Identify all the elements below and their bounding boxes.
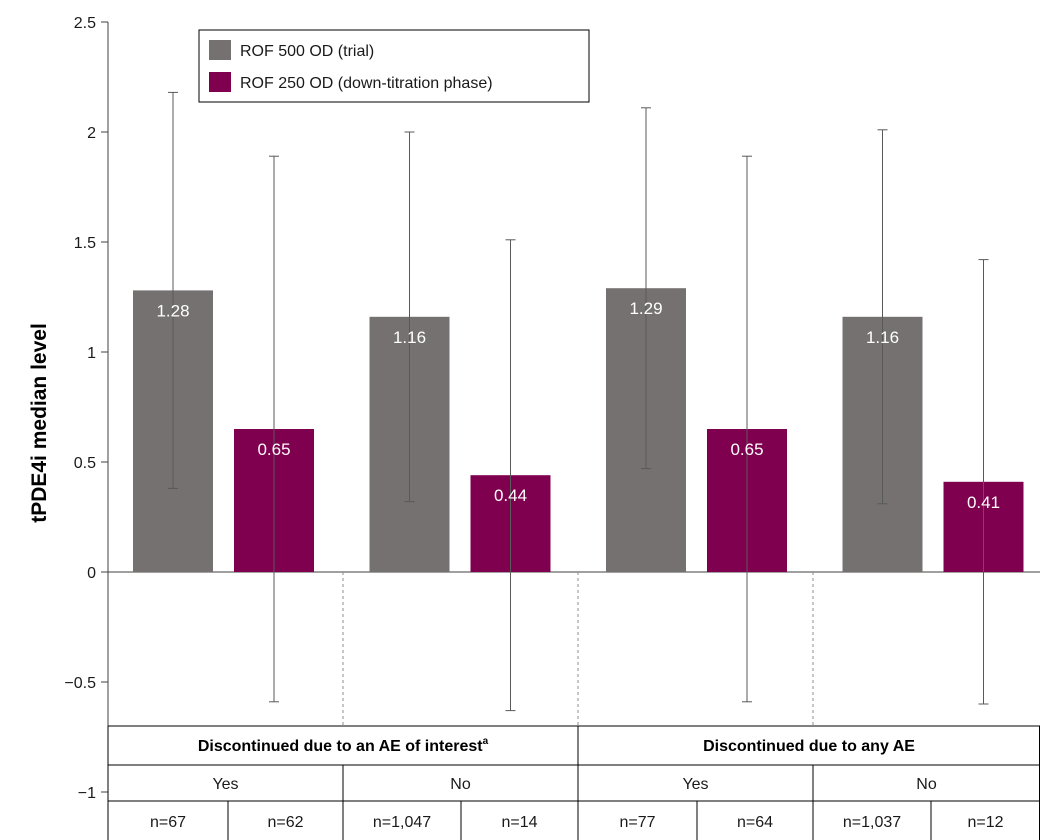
- legend-swatch-rof500: [209, 40, 231, 60]
- data-label: 0.44: [494, 486, 527, 505]
- group-separators: [342, 572, 814, 726]
- y-tick-label: 0.5: [74, 455, 96, 472]
- legend-box: [198, 29, 590, 103]
- table-n: n=1,047: [373, 814, 431, 831]
- table-subgroup: Yes: [682, 776, 708, 793]
- y-tick-label: −0.5: [64, 675, 96, 692]
- table-header: Discontinued due to any AE: [703, 738, 915, 755]
- legend: ROF 500 OD (trial) ROF 250 OD (down-titra…: [198, 29, 590, 103]
- data-label: 1.29: [629, 299, 662, 318]
- data-label: 1.16: [393, 328, 426, 347]
- y-tick-label: 2: [87, 125, 96, 142]
- table-n: n=14: [501, 814, 537, 831]
- legend-label: ROF 250 OD (down-titration phase): [240, 75, 493, 92]
- data-label: 1.16: [866, 328, 899, 347]
- table-subgroup: No: [916, 776, 937, 793]
- y-tick-label: 0: [87, 565, 96, 582]
- error-bars: [168, 91, 989, 712]
- table-n: n=77: [619, 814, 655, 831]
- legend-label: ROF 500 OD (trial): [240, 43, 374, 60]
- table-n: n=64: [737, 814, 773, 831]
- data-label: 0.65: [730, 440, 763, 459]
- table-subgroup: Yes: [212, 776, 238, 793]
- data-label: 0.41: [967, 493, 1000, 512]
- bar-labels: 1.28 1.16 1.29 1.16 0.65 0.44 0.65 0.41: [156, 299, 1000, 512]
- y-tick-label: −1: [78, 785, 96, 802]
- y-tick-label: 2.5: [74, 15, 96, 32]
- data-label: 0.65: [257, 440, 290, 459]
- data-table: Discontinued due to an AE of interesta Di…: [107, 725, 1040, 840]
- y-tick-label: 1: [87, 345, 96, 362]
- y-axis-label: tPDE4i median level: [28, 323, 51, 523]
- table-n: n=67: [150, 814, 186, 831]
- table-n: n=62: [267, 814, 303, 831]
- table-n: n=1,037: [843, 814, 901, 831]
- legend-swatch-rof250: [209, 72, 231, 92]
- table-header: Discontinued due to an AE of interesta: [198, 736, 489, 755]
- y-tick-label: 1.5: [74, 235, 96, 252]
- data-label: 1.28: [156, 301, 189, 320]
- table-subgroup: No: [450, 776, 471, 793]
- footnote-marker: a: [483, 736, 489, 747]
- table-n: n=12: [967, 814, 1003, 831]
- y-axis: 2.5 2 1.5 1 0.5 0 −0.5 −1: [64, 15, 1040, 802]
